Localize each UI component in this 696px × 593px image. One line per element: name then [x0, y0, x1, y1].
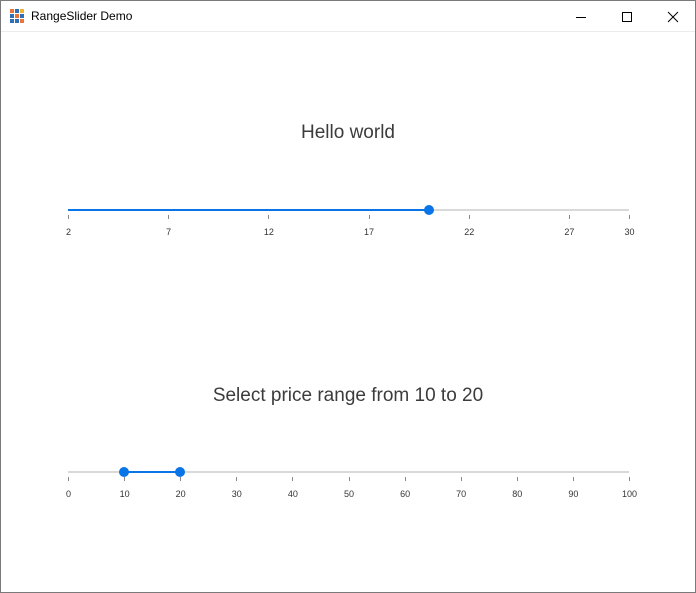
tick-label: 0	[65, 489, 72, 499]
tick-mark	[516, 477, 518, 481]
tick-label: 22	[464, 227, 475, 237]
tick-mark	[68, 477, 69, 481]
title-bar[interactable]: RangeSlider Demo	[1, 1, 695, 32]
tick-label: 7	[166, 227, 172, 237]
range-slider[interactable]: 0 10 20 30 40 50 60 70 80 90 100	[65, 467, 637, 511]
slider2-heading: Select price range from 10 to 20	[212, 385, 484, 406]
tick-mark	[460, 477, 462, 481]
tick-label: 40	[287, 489, 298, 499]
tick-mark	[629, 215, 630, 219]
tick-label: 20	[175, 489, 186, 499]
tick-label: 17	[364, 227, 375, 237]
tick-mark	[180, 477, 182, 481]
app-grid-icon	[10, 9, 24, 23]
tick-label: 30	[624, 227, 635, 237]
tick-mark	[236, 477, 238, 481]
slider-range-fill	[124, 471, 181, 473]
tick-mark	[292, 477, 294, 481]
tick-label: 50	[343, 489, 355, 499]
tick-mark	[68, 215, 69, 219]
tick-mark	[568, 215, 570, 219]
slider-track[interactable]	[68, 471, 629, 473]
tick-mark	[348, 477, 350, 481]
maximize-button[interactable]	[604, 1, 650, 32]
maximize-icon	[622, 11, 632, 22]
close-button[interactable]	[650, 1, 695, 32]
tick-label: 80	[512, 489, 523, 499]
slider-fill	[68, 209, 429, 211]
minimize-button[interactable]	[558, 1, 604, 32]
tick-mark	[468, 215, 470, 219]
upper-thumb[interactable]	[175, 467, 186, 477]
tick-label: 2	[65, 227, 72, 237]
window-title: RangeSlider Demo	[31, 9, 133, 23]
tick-mark	[572, 477, 574, 481]
tick-label: 70	[456, 489, 467, 499]
tick-label: 12	[263, 227, 274, 237]
tick-mark	[168, 215, 170, 219]
tick-label: 10	[119, 489, 130, 499]
tick-mark	[124, 477, 126, 481]
tick-label: 30	[231, 489, 242, 499]
tick-label: 27	[564, 227, 575, 237]
slider-thumb[interactable]	[423, 205, 434, 215]
slider1-heading: Hello world	[301, 122, 395, 143]
single-value-slider[interactable]: 2 7 12 17 22 27 30	[65, 205, 635, 249]
tick-label: 60	[400, 489, 411, 499]
tick-mark	[629, 477, 630, 481]
content-area: Hello world 2 7 12 17 22 27 30 Select price ra…	[1, 33, 695, 592]
close-icon	[667, 11, 679, 22]
tick-label: 90	[568, 489, 579, 499]
tick-mark	[268, 215, 270, 219]
tick-label: 100	[621, 489, 638, 499]
lower-thumb[interactable]	[119, 467, 130, 477]
tick-mark	[368, 215, 370, 219]
tick-mark	[404, 477, 406, 481]
minimize-icon	[576, 16, 586, 18]
